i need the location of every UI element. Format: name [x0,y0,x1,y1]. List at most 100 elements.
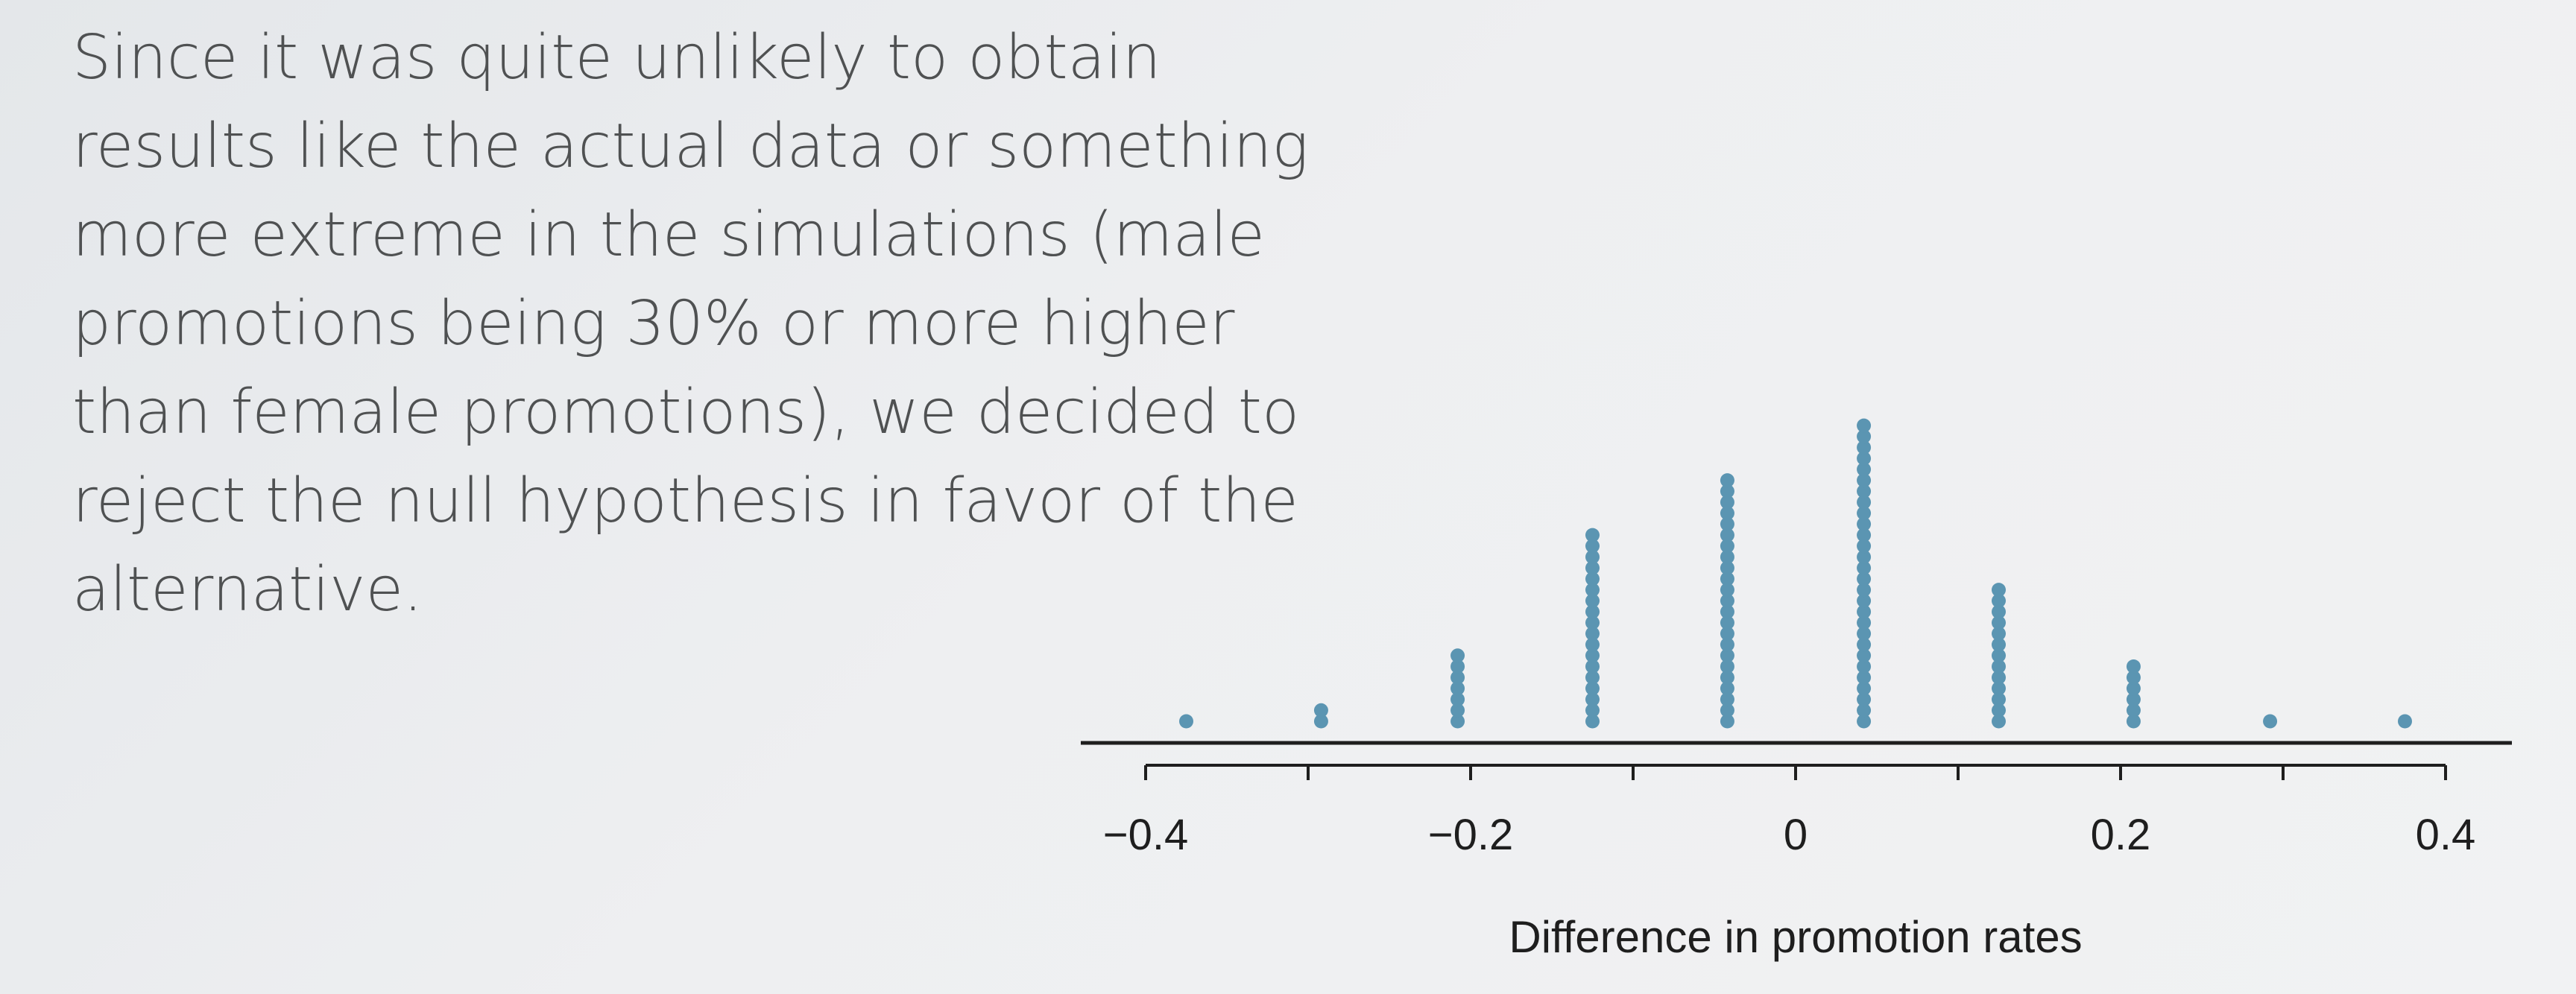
data-dot [1857,495,1872,510]
data-dot [1857,451,1872,466]
x-tick-label: 0 [1784,811,1808,859]
x-tick-label: −0.4 [1103,811,1189,859]
data-dot [1857,659,1872,674]
data-dot [1720,593,1734,608]
data-dot [1992,648,2006,663]
data-dot [1450,703,1465,718]
data-dot [1585,550,1600,564]
data-dot [1720,550,1734,564]
data-dots [1179,418,2412,729]
x-tick-label: 0.4 [2416,811,2476,859]
data-dot [1857,516,1872,531]
data-dot [1720,506,1734,521]
data-dot [1992,659,2006,674]
data-dot [1720,604,1734,619]
data-dot [1720,560,1734,575]
data-dot [1857,572,1872,586]
data-dot [1720,648,1734,663]
slide-body-text: Since it was quite unlikely to obtain re… [72,22,1309,625]
data-dot [1720,659,1734,674]
data-dot [1450,648,1465,663]
data-dot [1450,692,1465,707]
data-dot [1857,528,1872,542]
data-dot [1720,473,1734,488]
data-dot [1857,440,1872,455]
data-dot [1720,615,1734,630]
data-dot [2398,714,2412,729]
data-dot [1720,495,1734,510]
data-dot [1585,637,1600,652]
data-dot [1450,681,1465,696]
data-dot [2126,714,2141,729]
data-dot [1720,692,1734,707]
data-dot [1585,692,1600,707]
data-dot [1179,714,1193,729]
data-dot [1992,604,2006,619]
data-dot [1720,714,1734,729]
data-dot [1857,583,1872,598]
data-dot [1720,528,1734,542]
data-dot [1857,692,1872,707]
data-dot [1992,692,2006,707]
data-dot [1313,703,1328,718]
data-dot [1720,681,1734,696]
data-dot [1720,703,1734,718]
data-dot [1585,659,1600,674]
data-dot [2126,692,2141,707]
data-dot [1992,583,2006,598]
x-tick-label: 0.2 [2091,811,2151,859]
data-dot [1720,516,1734,531]
data-dot [1992,626,2006,641]
data-dot [1585,670,1600,685]
data-dot [1857,637,1872,652]
data-dot [2126,670,2141,685]
data-dot [1857,560,1872,575]
x-tick-label: −0.2 [1428,811,1514,859]
data-dot [1585,572,1600,586]
data-dot [1857,429,1872,444]
data-dot [1857,626,1872,641]
data-dot [1585,604,1600,619]
data-dot [1857,604,1872,619]
data-dot [1450,659,1465,674]
x-axis-label: Difference in promotion rates [1509,912,2082,962]
data-dot [1857,670,1872,685]
data-dot [1585,539,1600,554]
data-dot [1857,703,1872,718]
data-dot [1992,670,2006,685]
data-dot [1720,637,1734,652]
data-dot [1857,714,1872,729]
data-dot [1720,572,1734,586]
data-dot [1857,506,1872,521]
data-dot [1857,615,1872,630]
data-dot [1992,615,2006,630]
x-axis-tick-labels: −0.4 −0.2 0 0.2 0.4 [1103,811,2476,859]
data-dot [1585,593,1600,608]
data-dot [1720,626,1734,641]
data-dot [1585,648,1600,663]
data-dot [2126,659,2141,674]
data-dot [2126,681,2141,696]
data-dot [1585,626,1600,641]
x-axis-ticks [1144,765,2447,780]
data-dot [1857,593,1872,608]
data-dot [1450,714,1465,729]
data-dot [1992,681,2006,696]
data-dot [1585,681,1600,696]
data-dot [1720,484,1734,498]
data-dot [1720,539,1734,554]
data-dot [1720,583,1734,598]
data-dot [1720,670,1734,685]
data-dot [1585,714,1600,729]
data-dot [1857,473,1872,488]
data-dot [1857,681,1872,696]
data-dot [1585,560,1600,575]
data-dot [1857,418,1872,433]
data-dot [1857,550,1872,564]
data-dot [2263,714,2278,729]
data-dot [1450,670,1465,685]
data-dot [1857,462,1872,477]
data-dot [1857,484,1872,498]
data-dot [1992,593,2006,608]
